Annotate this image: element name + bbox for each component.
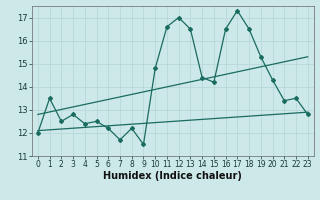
X-axis label: Humidex (Indice chaleur): Humidex (Indice chaleur) — [103, 171, 242, 181]
